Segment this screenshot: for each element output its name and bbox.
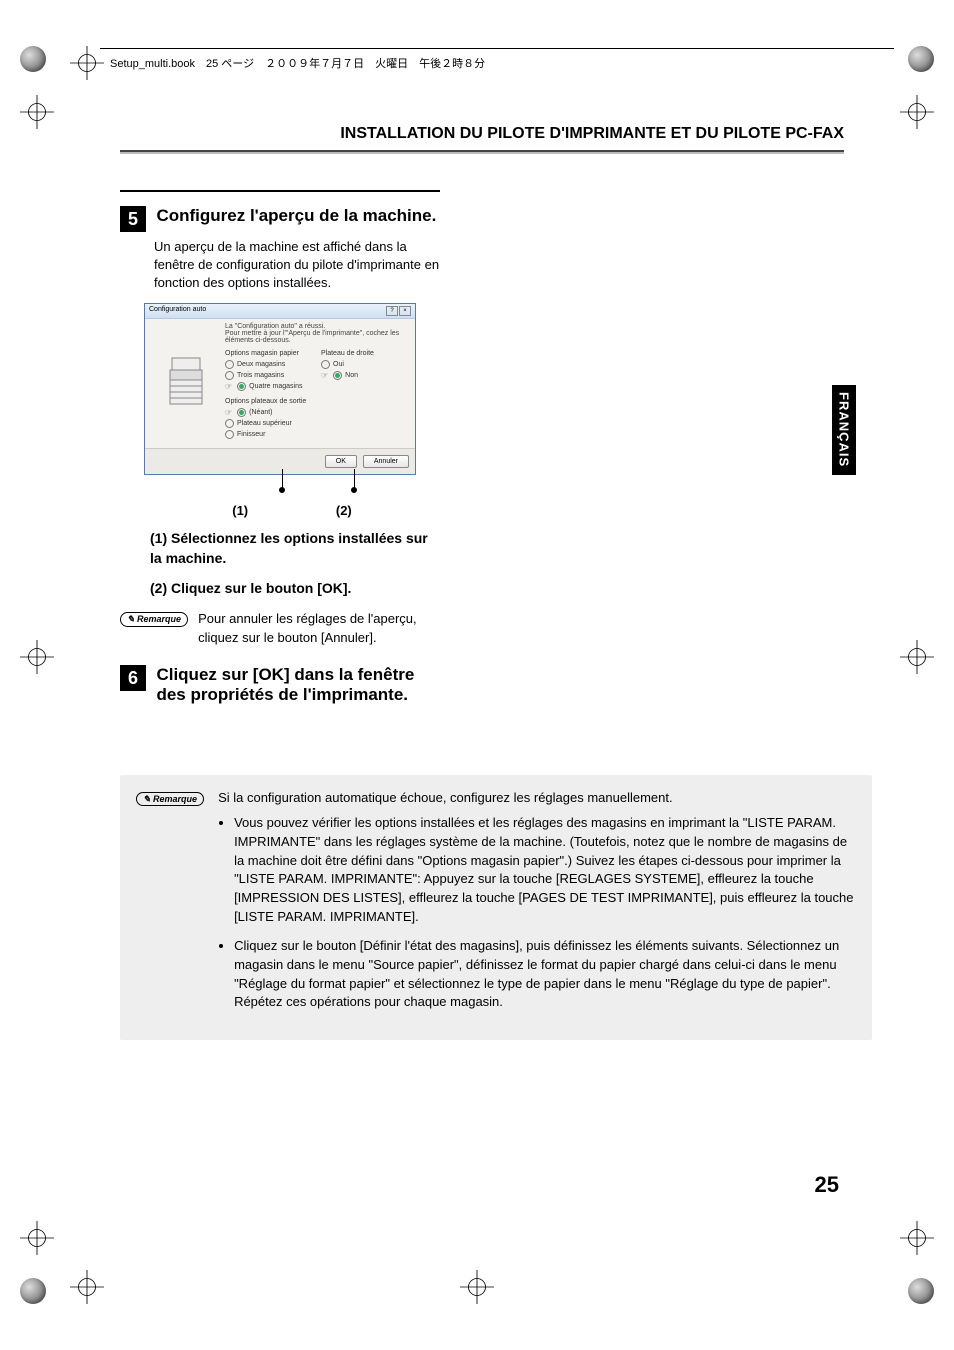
opt-output-finisher-label: Finisseur	[237, 431, 265, 438]
close-icon[interactable]: ×	[399, 306, 411, 316]
registration-mark	[900, 640, 934, 674]
wide-note-bullet-2: Cliquez sur le bouton [Définir l'état de…	[234, 937, 856, 1012]
dialog-options: Options magasin papier Deux magasins Tro…	[221, 346, 415, 448]
opt-output-upper[interactable]: Plateau supérieur	[225, 418, 315, 429]
opt-right-no-label: Non	[345, 372, 358, 379]
note-label: Remarque	[137, 614, 181, 624]
cancel-button[interactable]: Annuler	[363, 455, 409, 468]
step-number-5: 5	[120, 206, 146, 232]
help-icon[interactable]: ?	[386, 306, 398, 316]
opt-output-none[interactable]: ☞ (Néant)	[225, 407, 315, 418]
wide-note: ✎ Remarque Si la configuration automatiq…	[120, 775, 872, 1040]
callout-lines	[144, 475, 440, 497]
registration-mark	[20, 95, 54, 129]
page-number: 25	[815, 1172, 839, 1198]
running-header: Setup_multi.book 25 ページ ２００９年７月７日 火曜日 午後…	[110, 55, 485, 71]
dialog-message: La "Configuration auto" a réussi. Pour m…	[145, 319, 415, 346]
options-right-column: Plateau de droite Oui ☞ Non	[321, 350, 411, 440]
note-badge: ✎ Remarque	[136, 792, 204, 806]
print-corner-disc	[908, 1278, 934, 1304]
step-number-6: 6	[120, 665, 146, 691]
registration-mark	[70, 46, 104, 80]
ok-button[interactable]: OK	[325, 455, 357, 468]
opt-output-upper-label: Plateau supérieur	[237, 420, 292, 427]
language-side-tab: FRANÇAIS	[832, 385, 856, 475]
print-corner-disc	[20, 1278, 46, 1304]
opt-two-trays[interactable]: Deux magasins	[225, 359, 315, 370]
registration-mark	[70, 1270, 104, 1304]
opt-two-trays-label: Deux magasins	[237, 361, 285, 368]
registration-mark	[20, 640, 54, 674]
column-top-rule	[120, 190, 440, 192]
registration-mark	[460, 1270, 494, 1304]
note-badge: ✎ Remarque	[120, 612, 188, 627]
window-buttons: ?×	[385, 306, 411, 316]
print-corner-disc	[20, 46, 46, 72]
wide-note-intro: Si la configuration automatique échoue, …	[218, 789, 856, 808]
step-6-title: Cliquez sur [OK] dans la fenêtre des pro…	[156, 665, 436, 706]
dialog-msg-2: Pour mettre à jour l'"Aperçu de l'imprim…	[225, 330, 409, 344]
opt-right-yes[interactable]: Oui	[321, 359, 411, 370]
opt-right-no[interactable]: ☞ Non	[321, 370, 411, 381]
title-rule	[120, 150, 844, 154]
wide-note-badge-col: ✎ Remarque	[136, 789, 204, 1022]
content-column: 5 Configurez l'aperçu de la machine. Un …	[120, 190, 440, 706]
opt-four-trays[interactable]: ☞ Quatre magasins	[225, 381, 315, 392]
opt-output-none-label: (Néant)	[249, 409, 272, 416]
opt-right-yes-label: Oui	[333, 361, 344, 368]
dialog-buttons: OK Annuler	[145, 448, 415, 474]
pointer-icon: ☞	[225, 382, 232, 391]
substeps: (1) Sélectionnez les options installées …	[150, 528, 440, 599]
opt-four-trays-label: Quatre magasins	[249, 383, 302, 390]
opt-three-trays[interactable]: Trois magasins	[225, 370, 315, 381]
callout-2: (2)	[294, 503, 394, 518]
registration-mark	[900, 95, 934, 129]
wide-note-bullet-1: Vous pouvez vérifier les options install…	[234, 814, 856, 927]
config-auto-dialog: Configuration auto ?× La "Configuration …	[144, 303, 416, 475]
header-rule	[100, 48, 894, 49]
note-1: ✎ Remarque Pour annuler les réglages de …	[120, 610, 440, 646]
step-5-body: Un aperçu de la machine est affiché dans…	[154, 238, 440, 293]
dialog-title: Configuration auto	[149, 306, 206, 316]
paper-tray-options-header: Options magasin papier	[225, 350, 315, 357]
dialog-msg-1: La "Configuration auto" a réussi.	[225, 323, 409, 330]
callout-labels: (1) (2)	[144, 503, 440, 518]
step-6: 6 Cliquez sur [OK] dans la fenêtre des p…	[120, 665, 440, 706]
callout-1: (1)	[190, 503, 290, 518]
right-tray-header: Plateau de droite	[321, 350, 411, 357]
options-left-column: Options magasin papier Deux magasins Tro…	[225, 350, 315, 440]
step-5: 5 Configurez l'aperçu de la machine. Un …	[120, 206, 440, 293]
note-1-text: Pour annuler les réglages de l'aperçu, c…	[198, 610, 440, 646]
opt-three-trays-label: Trois magasins	[237, 372, 284, 379]
registration-mark	[900, 1221, 934, 1255]
opt-output-finisher[interactable]: Finisseur	[225, 429, 315, 440]
print-corner-disc	[908, 46, 934, 72]
note-label: Remarque	[153, 794, 197, 804]
dialog-body: Options magasin papier Deux magasins Tro…	[145, 346, 415, 448]
output-tray-options-header: Options plateaux de sortie	[225, 398, 315, 405]
wide-note-body: Si la configuration automatique échoue, …	[218, 789, 856, 1022]
step-5-title: Configurez l'aperçu de la machine.	[156, 206, 436, 226]
substep-1: (1) Sélectionnez les options installées …	[150, 528, 440, 569]
pointer-icon: ☞	[321, 371, 328, 380]
registration-mark	[20, 1221, 54, 1255]
substep-2: (2) Cliquez sur le bouton [OK].	[150, 578, 440, 598]
pointer-icon: ☞	[225, 408, 232, 417]
page-title: INSTALLATION DU PILOTE D'IMPRIMANTE ET D…	[320, 125, 844, 143]
printer-preview	[145, 346, 221, 448]
dialog-titlebar: Configuration auto ?×	[145, 304, 415, 319]
